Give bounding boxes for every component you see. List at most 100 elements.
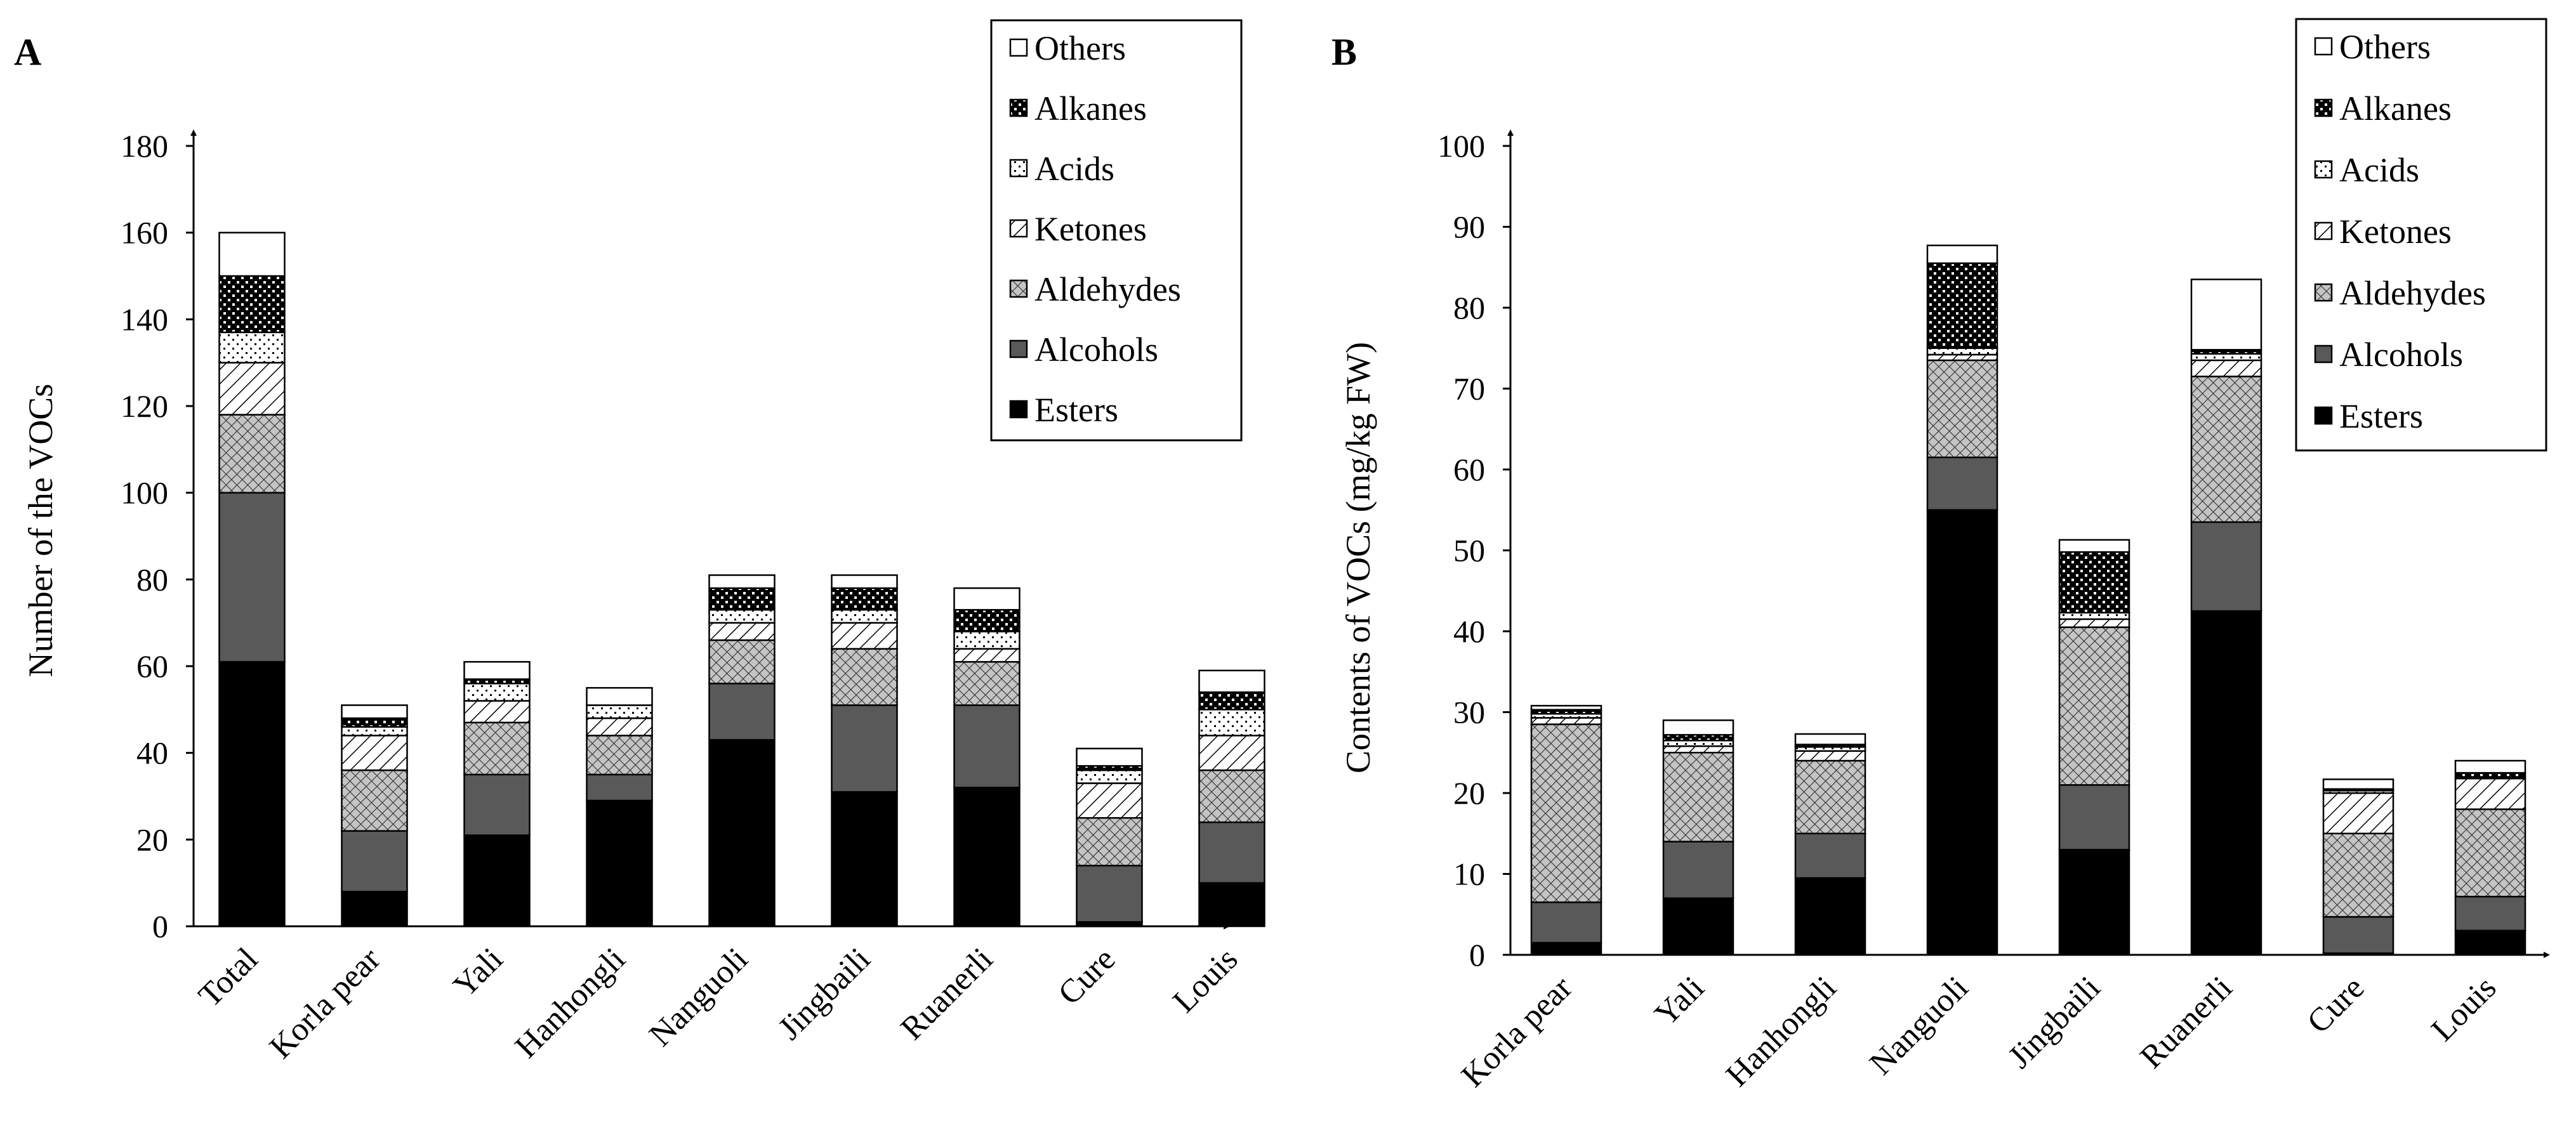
panel-a-bar-hanhongli-esters <box>586 799 653 928</box>
panel-a-x-tick-label: Jingbaili <box>772 941 878 1047</box>
panel-b-bar-nanguoli-alkanes <box>1926 262 1998 349</box>
panel-b-y-axis-label: Contents of VOCs (mg/kg FW) <box>1339 342 1377 773</box>
panel-a-bar-louis-ketones <box>1198 735 1265 771</box>
panel-a-legend: Others Alkanes Acids Ketones Aldehydes Alcoho… <box>990 19 1243 442</box>
panel-a-legend-swatch-acids <box>1009 159 1028 178</box>
panel-b-legend-label-ketones: Ketones <box>2339 213 2452 251</box>
panel-a-bar-ruanerli-acids <box>953 631 1020 650</box>
panel-b-bar-jingbaili-alcohols <box>2058 784 2130 851</box>
panel-a-bar-total-others <box>218 232 286 277</box>
panel-b-bar-korla-pear-esters <box>1530 942 1602 956</box>
panel-b-bar-jingbaili-acids <box>2058 612 2130 620</box>
panel-b-bar-louis-aldehydes <box>2454 808 2526 898</box>
panel-b-x-tick-label: Korla pear <box>1455 969 1579 1094</box>
panel-a-y-tick-label: 180 <box>121 128 168 164</box>
panel-a-bar-total-acids <box>218 331 286 364</box>
panel-a-bar-louis-aldehydes <box>1198 769 1265 824</box>
panel-b-legend: Others Alkanes Acids Ketones Aldehydes Alcoho… <box>2295 18 2547 452</box>
panel-a-bar-korla-pear-esters <box>341 891 408 928</box>
panel-a-y-tick-label: 60 <box>136 648 168 684</box>
panel-a-bar-jingbaili-alcohols <box>831 704 898 793</box>
panel-b-bar-hanhongli-alcohols <box>1794 832 1866 879</box>
panel-a-x-tick-label: Cure <box>1052 941 1123 1012</box>
panel-b-legend-swatch-acids <box>2314 160 2333 179</box>
panel-a-bar-nanguoli-alkanes <box>708 587 776 611</box>
panel-a-y-tick-label: 40 <box>136 735 168 771</box>
panel-a-legend-swatch-alkanes <box>1009 98 1028 117</box>
panel-b-legend-label-esters: Esters <box>2339 397 2423 435</box>
panel-a-bar-nanguoli-others <box>708 574 776 589</box>
panel-b-bar-hanhongli-others <box>1794 733 1866 745</box>
panel-a-y-tick-label: 80 <box>136 561 168 597</box>
panel-a-x-tick-label: Nanguoli <box>642 941 755 1053</box>
panel-a-bar-hanhongli-ketones <box>586 717 653 737</box>
panel-b-bar-hanhongli-ketones <box>1794 750 1866 762</box>
panel-b-bar-korla-pear-alcohols <box>1530 901 1602 944</box>
panel-b-bar-louis-ketones <box>2454 777 2526 810</box>
panel-a-bar-nanguoli-alcohols <box>708 683 776 741</box>
panel-b-bar-ruanerli-alcohols <box>2190 521 2262 612</box>
panel-a-bar-korla-pear-alkanes <box>341 717 408 728</box>
panel-b-bar-nanguoli-esters <box>1926 509 1998 956</box>
panel-b-bar-cure-others <box>2322 778 2394 790</box>
panel-b-bar-louis-others <box>2454 759 2526 774</box>
panel-b-x-tick-label: Yali <box>1648 969 1712 1033</box>
panel-a-bar-nanguoli-esters <box>708 738 776 928</box>
panel-a-bar-korla-pear-others <box>341 704 408 719</box>
panel-b-bar-korla-pear-ketones <box>1530 717 1602 725</box>
panel-b-x-tick-label: Cure <box>2301 969 2372 1040</box>
panel-b-bars <box>1530 244 2526 956</box>
panel-a-bar-nanguoli-aldehydes <box>708 639 776 685</box>
panel-b-bar-yali-esters <box>1662 897 1734 956</box>
panel-a-bar-yali-aldehydes <box>463 721 531 776</box>
panel-b-bar-ruanerli-aldehydes <box>2190 376 2262 523</box>
panel-b-x-tick-label: Nanguoli <box>1863 969 1975 1082</box>
panel-b-legend-swatch-ketones <box>2314 221 2333 240</box>
panel-b-bar-jingbaili-others <box>2058 539 2130 553</box>
panel-b-bar-yali-acids <box>1662 739 1734 747</box>
panel-a-bar-jingbaili-alkanes <box>831 587 898 611</box>
panel-b-bar-korla-pear-others <box>1530 705 1602 711</box>
panel-a-bar-total-ketones <box>218 362 286 416</box>
panel-b-y-tick-label: 80 <box>1453 290 1485 325</box>
panel-a-bar-jingbaili-esters <box>831 791 898 928</box>
panel-a-bar-hanhongli-acids <box>586 704 653 719</box>
panel-b-x-tick-label: Louis <box>2424 969 2503 1048</box>
panel-b-bar-yali-aldehydes <box>1662 752 1734 843</box>
panel-a-bar-jingbaili-acids <box>831 608 898 624</box>
panel-a-bar-louis-esters <box>1198 882 1265 928</box>
panel-a-x-tick-label: Ruanerli <box>894 941 1000 1047</box>
panel-b-bar-nanguoli-alcohols <box>1926 456 1998 511</box>
panel-a-y-tick-label: 160 <box>121 215 168 251</box>
panel-b-y-tick-label: 10 <box>1453 856 1485 892</box>
panel-b-bar-ruanerli-acids <box>2190 353 2262 362</box>
panel-b-bar-hanhongli-esters <box>1794 877 1866 956</box>
panel-b-bar-jingbaili-aldehydes <box>2058 626 2130 786</box>
panel-a-bar-yali-acids <box>463 683 531 702</box>
panel-a-bar-yali-alcohols <box>463 773 531 836</box>
panel-b-x-tick-label: Ruanerli <box>2134 969 2240 1075</box>
panel-a-bar-ruanerli-aldehydes <box>953 660 1020 706</box>
panel-a-bar-louis-alkanes <box>1198 691 1265 711</box>
panel-a-bar-louis-others <box>1198 669 1265 693</box>
panel-a-y-tick-label: 140 <box>121 301 168 337</box>
panel-a-bar-ruanerli-others <box>953 587 1020 611</box>
panel-a-bar-cure-aldehydes <box>1076 817 1143 867</box>
panel-a-x-tick-label: Hanhongli <box>508 941 633 1065</box>
panel-b-bar-korla-pear-aldehydes <box>1530 723 1602 903</box>
panel-a-bar-cure-ketones <box>1076 782 1143 819</box>
panel-a-bar-nanguoli-acids <box>708 608 776 624</box>
panel-a-bar-ruanerli-alcohols <box>953 704 1020 789</box>
panel-a-legend-label-others: Others <box>1034 29 1126 67</box>
panel-a-x-tick-label: Yali <box>447 941 510 1004</box>
panel-b-bar-louis-esters <box>2454 929 2526 956</box>
panel-a-bar-yali-ketones <box>463 700 531 724</box>
panel-a-bar-jingbaili-ketones <box>831 622 898 650</box>
panel-a-legend-label-aldehydes: Aldehydes <box>1034 270 1181 308</box>
panel-a-bar-jingbaili-others <box>831 574 898 589</box>
panel-b-bar-cure-alcohols <box>2322 916 2394 954</box>
panel-a-y-axis-label: Number of the VOCs <box>22 384 60 677</box>
panel-b-bar-yali-alkanes <box>1662 733 1734 742</box>
panel-a-bar-louis-alcohols <box>1198 821 1265 884</box>
